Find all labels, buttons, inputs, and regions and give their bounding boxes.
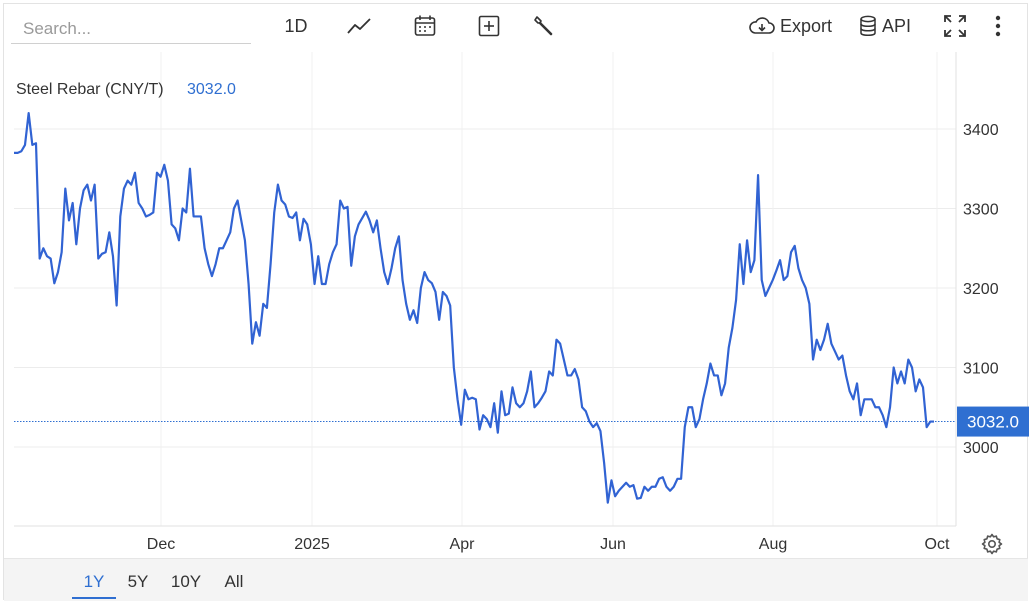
x-axis-labels: Dec 2025 Apr Jun Aug Oct: [147, 536, 950, 553]
y-tick-label: 3200: [963, 281, 999, 298]
x-tick-label: Oct: [925, 536, 950, 553]
last-price-tag-label: 3032.0: [967, 413, 1019, 432]
plus-square-icon: [478, 15, 500, 37]
x-tick-label: Apr: [450, 536, 476, 553]
range-all-button[interactable]: All: [216, 567, 252, 597]
chart-frame: [3, 3, 1028, 600]
gear-icon: [981, 533, 1003, 555]
indicators-button[interactable]: [529, 10, 559, 42]
date-range-button[interactable]: [410, 10, 440, 42]
compare-button[interactable]: [474, 10, 504, 42]
range-1y-button[interactable]: 1Y: [72, 567, 116, 599]
x-tick-label: Aug: [759, 536, 787, 553]
interval-button[interactable]: 1D: [280, 10, 312, 42]
expand-icon: [944, 15, 966, 37]
calendar-icon: [414, 15, 436, 36]
range-10y-label: 10Y: [170, 572, 202, 591]
x-tick-label: 2025: [294, 536, 330, 553]
chart-type-button[interactable]: [344, 10, 374, 42]
api-button[interactable]: API: [858, 10, 916, 42]
last-price-tag: 3032.0: [957, 406, 1029, 437]
range-10y-button[interactable]: 10Y: [166, 567, 206, 597]
range-selector: 1Y 5Y 10Y All: [4, 558, 1028, 601]
y-axis-labels: 3000 3100 3200 3300 3400: [963, 122, 999, 457]
chart-grid: [14, 52, 957, 527]
range-5y-label: 5Y: [127, 572, 149, 591]
legend-last-value: 3032.0: [187, 81, 236, 98]
more-menu-button[interactable]: [986, 10, 1010, 42]
more-vertical-icon: [995, 15, 1001, 37]
line-chart-icon: [347, 18, 371, 34]
y-tick-label: 3100: [963, 361, 999, 378]
wrench-icon: [534, 16, 553, 36]
y-tick-label: 3000: [963, 440, 999, 457]
settings-button[interactable]: [980, 532, 1004, 556]
toolbar: 1D Export API: [0, 0, 1033, 52]
cloud-download-icon: [749, 17, 775, 34]
y-tick-label: 3300: [963, 202, 999, 219]
range-1y-label: 1Y: [83, 572, 105, 591]
api-label: API: [882, 15, 912, 36]
y-tick-label: 3400: [963, 122, 999, 139]
search-input[interactable]: [11, 14, 251, 44]
interval-label: 1D: [284, 15, 308, 36]
legend-name: Steel Rebar (CNY/T): [16, 81, 164, 98]
x-tick-label: Jun: [600, 536, 626, 553]
x-tick-label: Dec: [147, 536, 175, 553]
export-label: Export: [780, 15, 833, 36]
fullscreen-button[interactable]: [941, 10, 969, 42]
database-icon: [860, 15, 876, 36]
range-all-label: All: [224, 572, 244, 591]
price-series-line: [14, 112, 934, 504]
range-5y-button[interactable]: 5Y: [120, 567, 156, 597]
export-button[interactable]: Export: [748, 10, 836, 42]
price-chart[interactable]: Dec 2025 Apr Jun Aug Oct 3000 3100 3200 3300 3400…: [0, 52, 1033, 558]
